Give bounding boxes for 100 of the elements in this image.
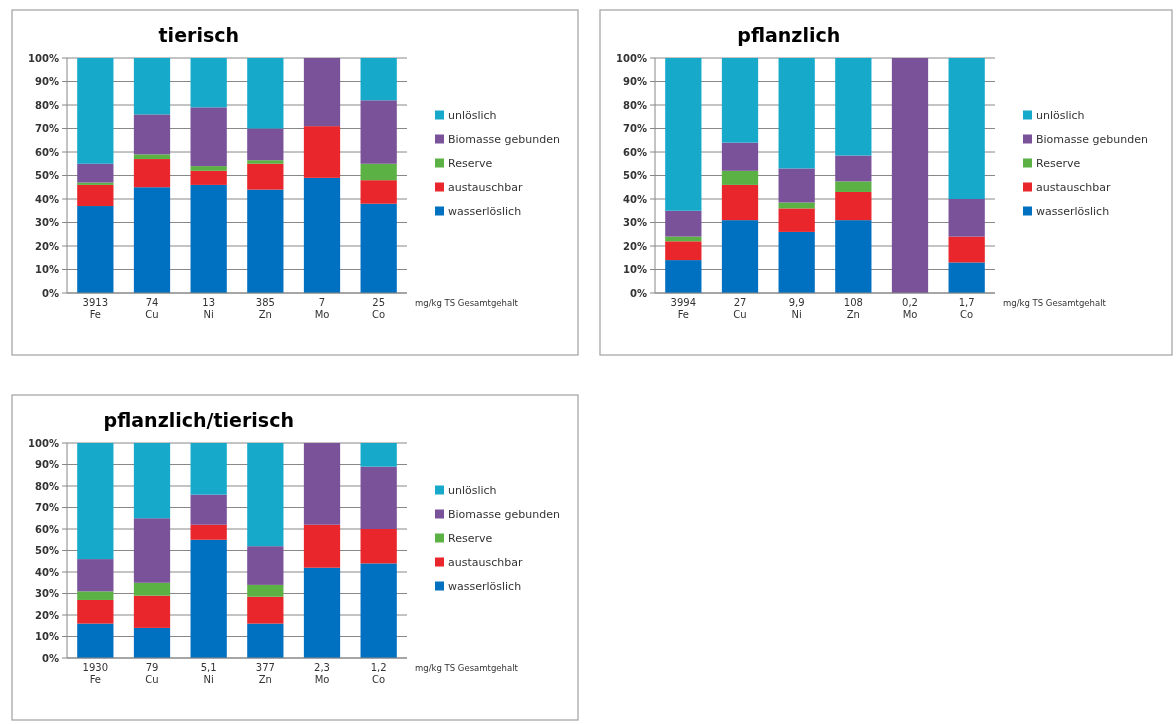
bar <box>190 58 227 108</box>
bar <box>190 494 227 525</box>
bar <box>133 187 171 293</box>
chart-title: pflanzlich <box>737 24 841 46</box>
y-tick-label: 0% <box>630 287 647 299</box>
bar <box>133 159 171 188</box>
x-tick-label: 9,9 Ni <box>788 297 805 320</box>
bar <box>190 443 227 495</box>
y-tick-label: 50% <box>623 170 647 181</box>
bar <box>303 126 341 178</box>
x-tick-label: 25 Co <box>372 297 386 320</box>
bar <box>665 241 702 261</box>
legend-label: Reserve <box>448 532 493 546</box>
bar <box>835 181 872 192</box>
bar <box>247 546 284 585</box>
y-tick-label: 60% <box>35 523 59 535</box>
chart-title: pflanzlich/tierisch <box>103 409 294 431</box>
bar <box>835 58 872 156</box>
legend-label: wasserlöslich <box>448 205 522 219</box>
legend-label: austauschbar <box>1036 181 1111 195</box>
bar <box>665 58 702 211</box>
y-tick-label: 10% <box>35 631 59 642</box>
bar <box>721 142 759 171</box>
bar <box>303 567 341 658</box>
y-tick-label: 90% <box>623 76 647 87</box>
y-tick-label: 60% <box>623 146 647 158</box>
bar <box>190 107 227 167</box>
y-tick-label: 100% <box>28 437 59 449</box>
bar <box>891 58 929 293</box>
bar <box>360 563 397 658</box>
bar <box>247 623 284 658</box>
x-tick-label: 1,7 Co <box>958 297 975 320</box>
legend-label: austauschbar <box>448 556 523 570</box>
y-tick-label: 100% <box>28 52 59 64</box>
bar <box>247 128 284 161</box>
y-tick-label: 70% <box>35 502 59 513</box>
bar <box>360 180 397 204</box>
bar <box>303 177 341 293</box>
legend-label: Reserve <box>1036 157 1081 171</box>
x-tick-label: 385 Zn <box>255 297 275 320</box>
y-tick-label: 0% <box>42 287 59 299</box>
bar <box>77 559 114 592</box>
bar <box>190 166 227 171</box>
y-tick-label: 0% <box>42 652 59 664</box>
y-tick-label: 10% <box>35 264 59 275</box>
legend-label: unlöslich <box>448 484 497 498</box>
bar <box>948 199 985 237</box>
bar <box>303 58 341 127</box>
y-tick-label: 50% <box>35 170 59 181</box>
legend-label: Biomasse gebunden <box>448 508 560 522</box>
bar <box>247 584 284 597</box>
bar <box>77 623 114 658</box>
bar <box>77 58 114 164</box>
y-tick-label: 80% <box>35 480 59 492</box>
bar <box>247 443 284 547</box>
x-tick-label: 1,2 Co <box>370 662 387 685</box>
bar <box>360 163 397 181</box>
bar <box>360 466 397 529</box>
x-tick-label: 7 Mo <box>314 297 330 320</box>
legend-label: Biomasse gebunden <box>448 133 560 147</box>
bar <box>778 168 815 203</box>
bar <box>835 191 872 221</box>
bar <box>835 155 872 182</box>
bar <box>247 160 284 164</box>
y-tick-label: 20% <box>35 240 59 252</box>
y-tick-label: 80% <box>623 99 647 111</box>
y-tick-label: 60% <box>35 146 59 158</box>
bar <box>133 114 171 155</box>
bar <box>721 58 759 143</box>
bar <box>133 582 171 596</box>
y-tick-label: 10% <box>623 264 647 275</box>
y-tick-label: 80% <box>35 99 59 111</box>
bar <box>721 170 759 185</box>
bar <box>360 443 397 467</box>
bar <box>190 170 227 185</box>
bar <box>133 443 171 519</box>
bar <box>948 236 985 263</box>
y-tick-label: 90% <box>35 459 59 470</box>
text: mg/kg TS Gesamtgehalt <box>415 663 519 673</box>
x-tick-label: 5,1 Ni <box>200 662 217 685</box>
bar <box>303 524 341 568</box>
bar <box>77 591 114 600</box>
y-tick-label: 90% <box>35 76 59 87</box>
bar <box>77 163 114 183</box>
y-tick-label: 40% <box>35 566 59 578</box>
bar <box>133 58 171 115</box>
x-tick-label: 3994 Fe <box>670 297 697 320</box>
x-tick-label: 27 Cu <box>733 297 747 320</box>
bar <box>948 58 985 199</box>
y-tick-label: 20% <box>623 240 647 252</box>
bar <box>360 100 397 164</box>
legend-label: wasserlöslich <box>448 580 522 594</box>
bar <box>948 262 985 293</box>
x-tick-label: 13 Ni <box>202 297 216 320</box>
x-tick-label: 108 Zn <box>843 297 863 320</box>
bar <box>360 203 397 293</box>
bar <box>665 260 702 293</box>
y-tick-label: 30% <box>623 217 647 228</box>
y-tick-label: 40% <box>35 193 59 205</box>
bar <box>247 163 284 190</box>
